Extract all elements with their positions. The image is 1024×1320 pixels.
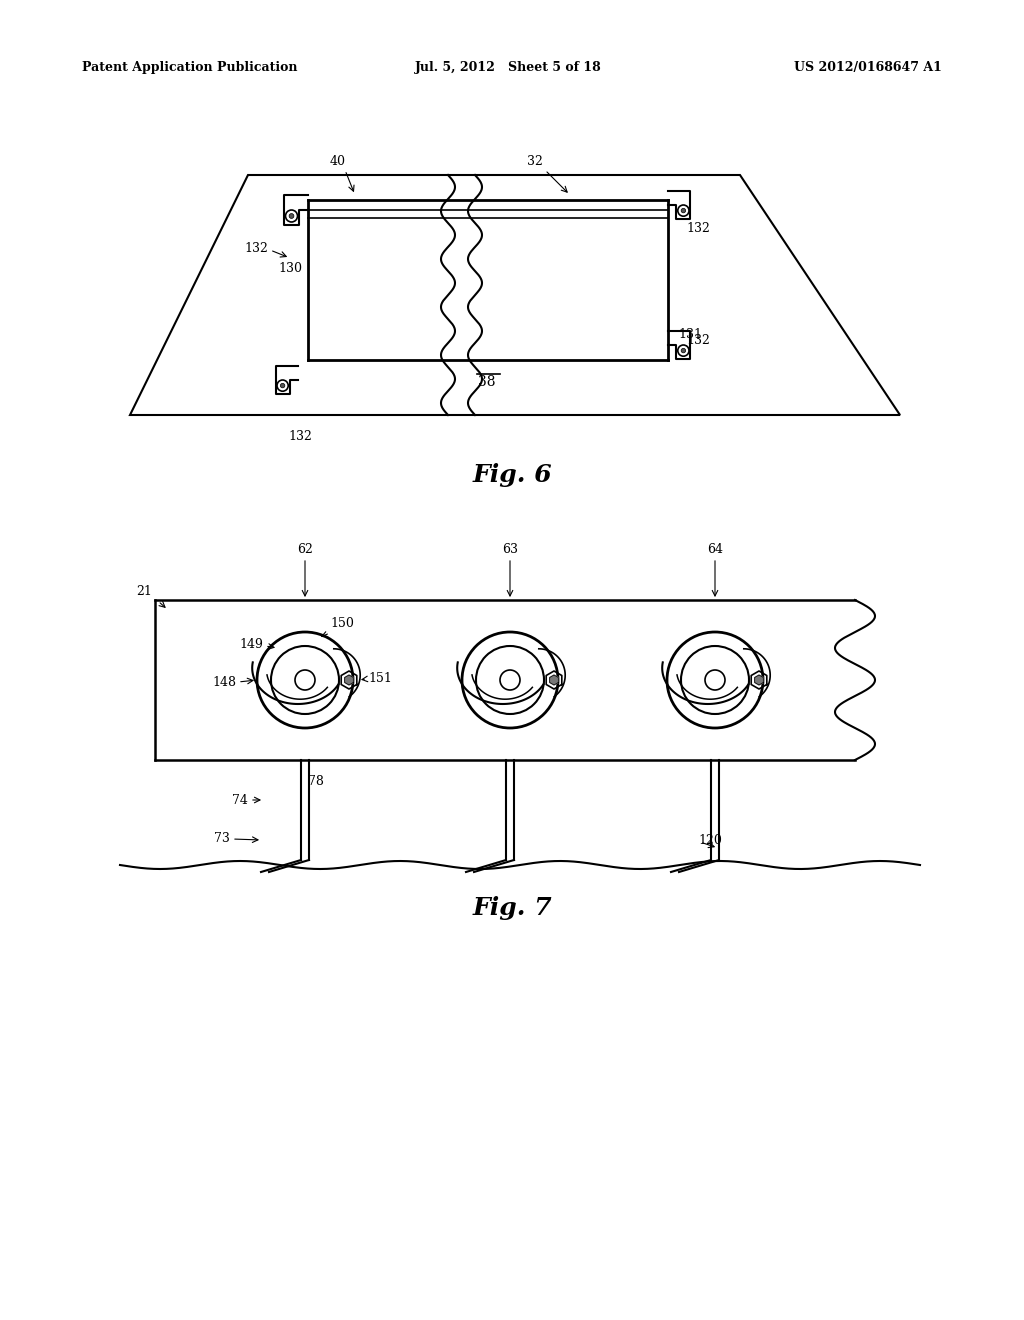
Text: 120: 120 [698,833,722,846]
Text: 73: 73 [214,832,230,845]
Text: Fig. 6: Fig. 6 [472,463,552,487]
Text: 21: 21 [136,585,152,598]
Text: 62: 62 [297,543,313,556]
Polygon shape [345,675,353,685]
Text: 150: 150 [330,616,354,630]
Text: 132: 132 [244,242,268,255]
Text: 130: 130 [278,261,302,275]
Circle shape [281,383,285,388]
Text: 74: 74 [232,793,248,807]
Text: 132: 132 [288,430,312,444]
Text: 149: 149 [240,639,263,652]
Polygon shape [550,675,558,685]
Text: US 2012/0168647 A1: US 2012/0168647 A1 [795,62,942,74]
Circle shape [681,209,686,213]
Text: 132: 132 [686,222,710,235]
Text: Fig. 7: Fig. 7 [472,896,552,920]
Polygon shape [755,675,763,685]
Circle shape [681,348,686,352]
Text: 78: 78 [308,775,324,788]
Text: 38: 38 [478,375,496,389]
Text: 40: 40 [330,154,346,168]
Circle shape [289,214,294,218]
Text: 64: 64 [707,543,723,556]
Text: Patent Application Publication: Patent Application Publication [82,62,298,74]
Text: 63: 63 [502,543,518,556]
Text: 32: 32 [527,154,543,168]
Text: 132: 132 [686,334,710,346]
Text: 151: 151 [368,672,392,685]
Text: Jul. 5, 2012   Sheet 5 of 18: Jul. 5, 2012 Sheet 5 of 18 [415,62,602,74]
Text: 148: 148 [212,676,236,689]
Text: 131: 131 [678,329,702,342]
